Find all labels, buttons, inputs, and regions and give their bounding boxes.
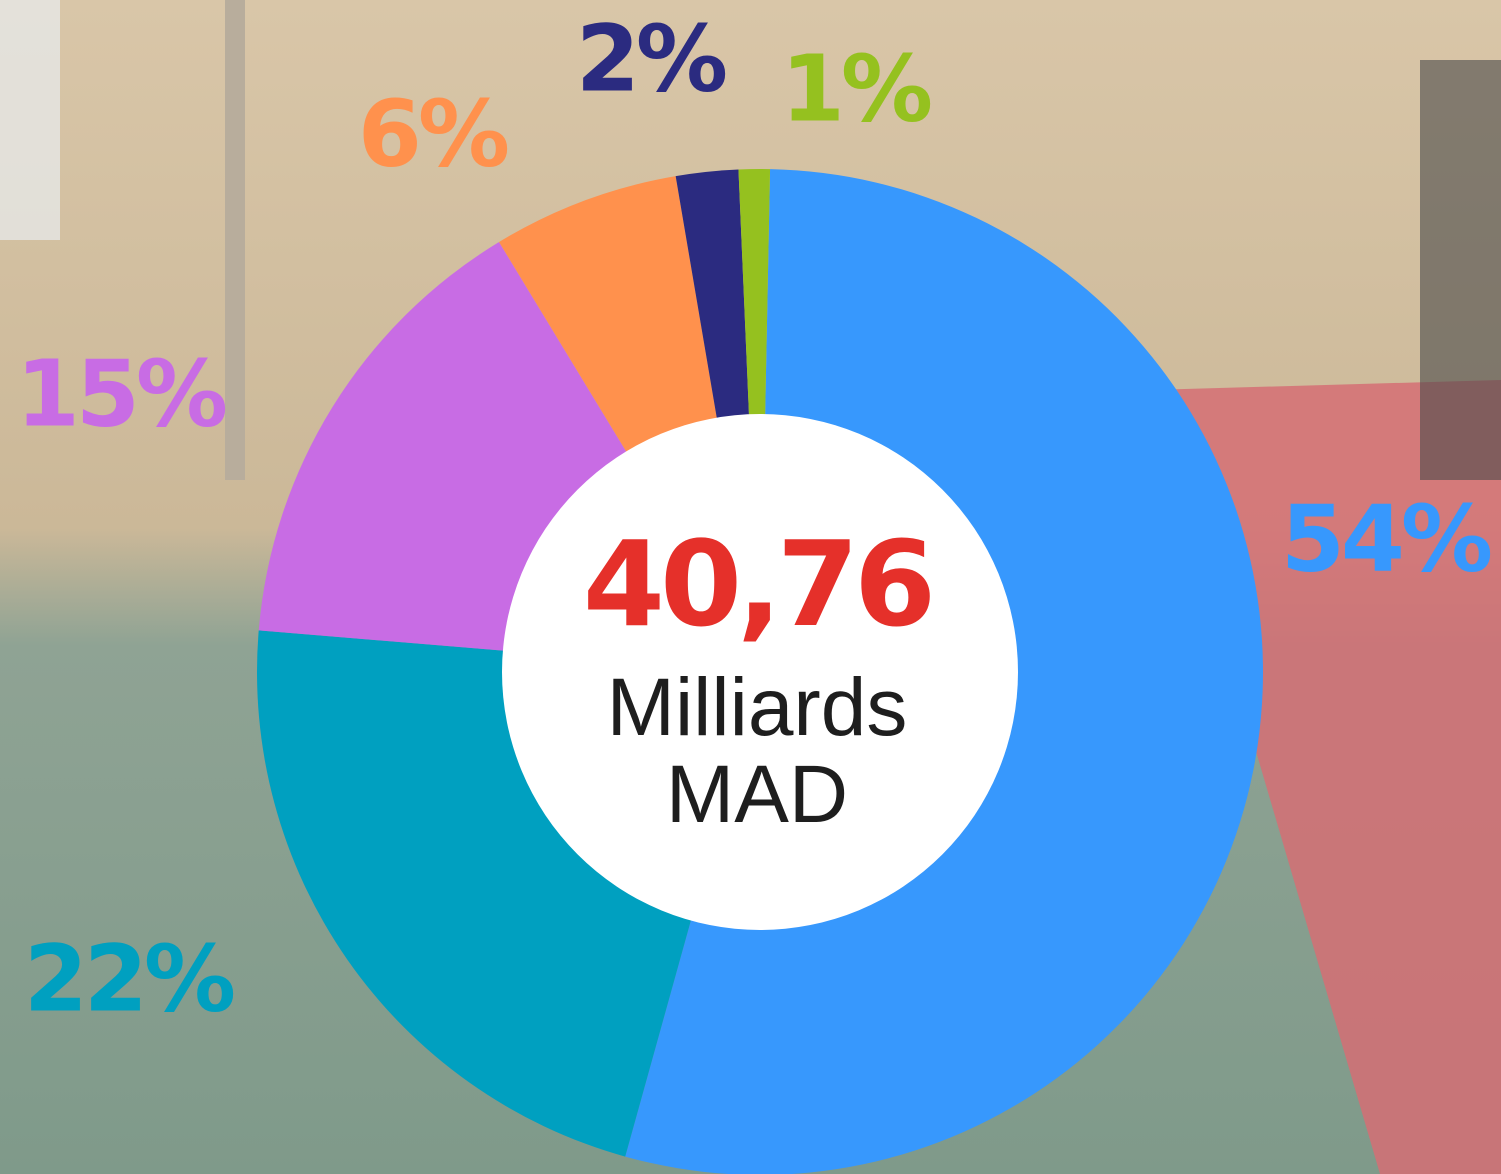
center-text: Milliards	[607, 662, 908, 753]
center-text: MAD	[666, 749, 848, 840]
value-label: 1%	[781, 35, 931, 142]
value-label: 6%	[358, 80, 508, 187]
chart: 40,76 Milliards MAD 54% 22% 15% 6% 2% 1%	[0, 0, 1501, 1174]
center-value: 40,76	[583, 515, 931, 653]
value-label: 15%	[16, 340, 226, 447]
background-post	[225, 0, 245, 480]
value-label: 2%	[576, 5, 726, 112]
background-podium	[1420, 60, 1501, 480]
value-label: 54%	[1281, 485, 1491, 592]
value-label: 22%	[24, 925, 234, 1032]
background-sign	[0, 0, 60, 240]
page: 40,76 Milliards MAD 54%22%15%6%2%1% (() …	[0, 0, 1501, 1174]
